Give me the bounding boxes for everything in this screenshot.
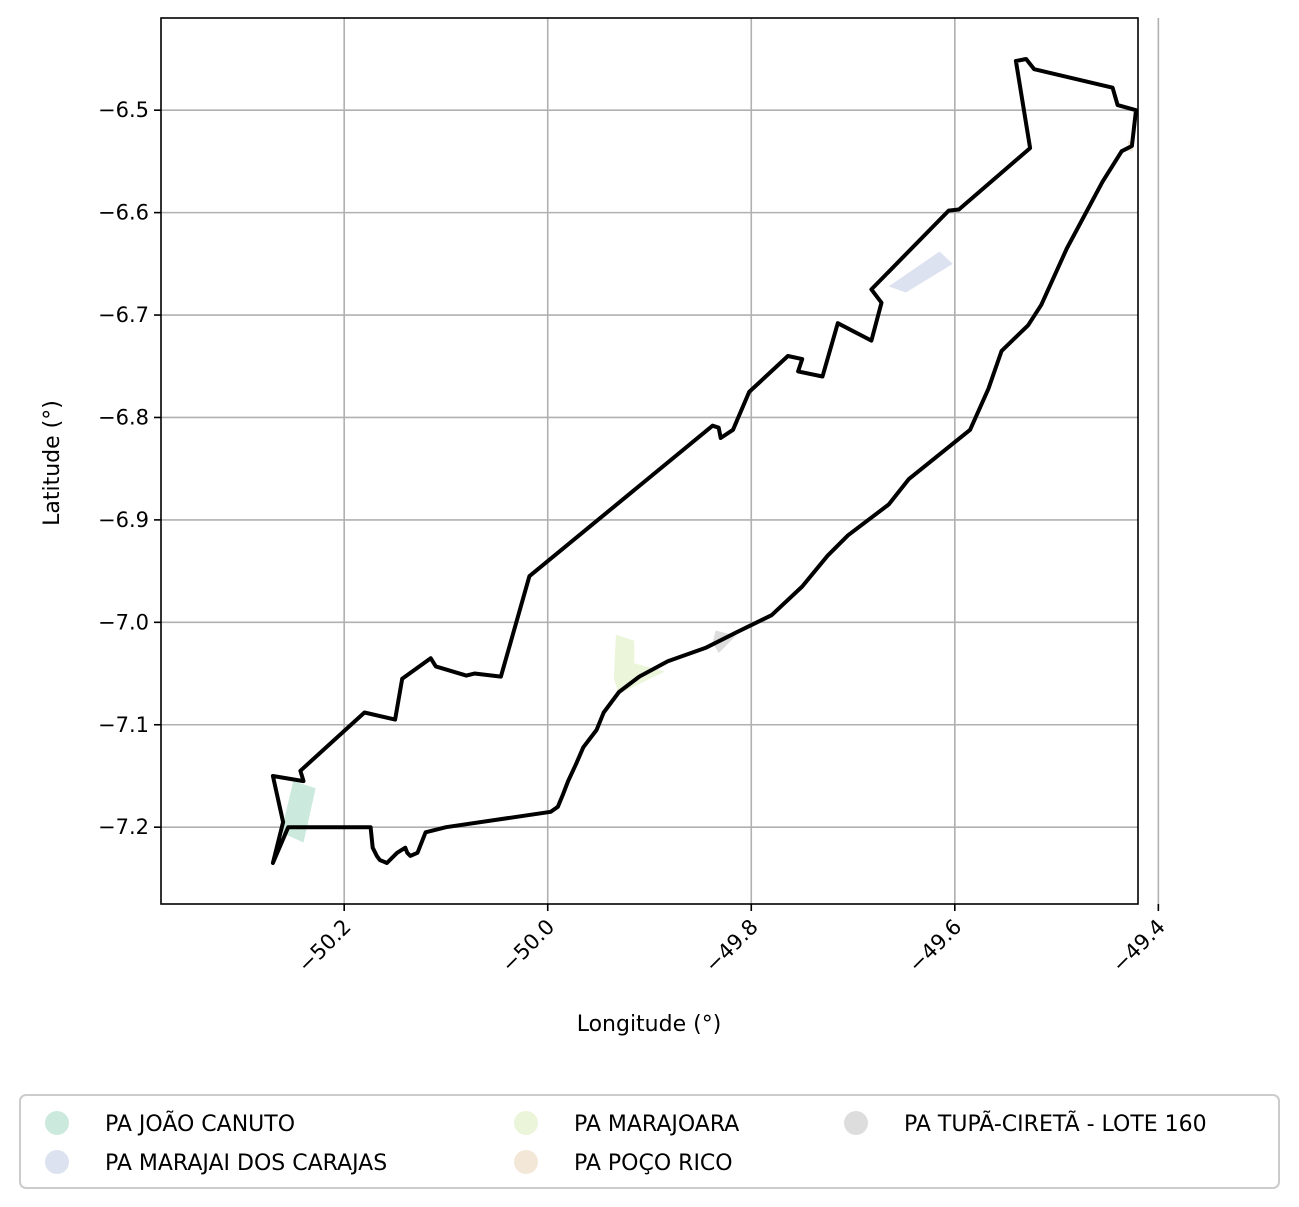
area-polygon <box>888 251 953 293</box>
settlement-areas <box>281 140 1133 843</box>
x-tick-label: −49.4 <box>1107 915 1169 977</box>
legend-marker <box>45 1111 69 1135</box>
legend-marker <box>45 1150 69 1174</box>
y-tick-label: −7.0 <box>98 610 149 634</box>
x-tick-label: −49.6 <box>904 915 966 977</box>
x-tick-label: −50.2 <box>293 915 355 977</box>
plot-frame <box>160 17 1139 905</box>
y-tick-label: −6.5 <box>98 98 149 122</box>
x-axis-label: Longitude (°) <box>577 1012 722 1037</box>
y-axis-label: Latitude (°) <box>40 400 65 526</box>
legend-marker <box>844 1111 868 1135</box>
legend-label: PA MARAJAI DOS CARAJAS <box>105 1151 387 1176</box>
y-tick-label: −7.1 <box>98 713 149 737</box>
x-tick-label: −49.8 <box>700 915 762 977</box>
legend: PA JOÃO CANUTO PA MARAJAI DOS CARAJAS PA M… <box>19 1094 1280 1189</box>
area-polygon <box>613 634 665 695</box>
legend-marker <box>514 1111 538 1135</box>
y-axis-ticks: −6.5 −6.6 −6.7 −6.8 −6.9 −7.0 −7.1 −7.2 <box>98 98 161 839</box>
x-tick-label: −50.0 <box>497 915 559 977</box>
y-tick-label: −6.8 <box>98 405 149 429</box>
legend-label: PA POÇO RICO <box>574 1151 733 1176</box>
legend-marker <box>514 1150 538 1174</box>
y-tick-label: −7.2 <box>98 815 149 839</box>
municipality-boundary <box>270 57 1138 865</box>
legend-label: PA MARAJOARA <box>574 1112 739 1137</box>
x-axis-ticks: −50.2 −50.0 −49.8 −49.6 −49.4 <box>293 904 1170 977</box>
legend-label: PA JOÃO CANUTO <box>105 1110 295 1137</box>
legend-frame <box>19 1094 1280 1189</box>
y-tick-label: −6.6 <box>98 201 149 225</box>
y-tick-label: −6.7 <box>98 303 149 327</box>
y-tick-label: −6.9 <box>98 508 149 532</box>
grid-lines <box>161 18 1160 904</box>
legend-label: PA TUPÃ-CIRETÃ - LOTE 160 <box>904 1110 1207 1137</box>
